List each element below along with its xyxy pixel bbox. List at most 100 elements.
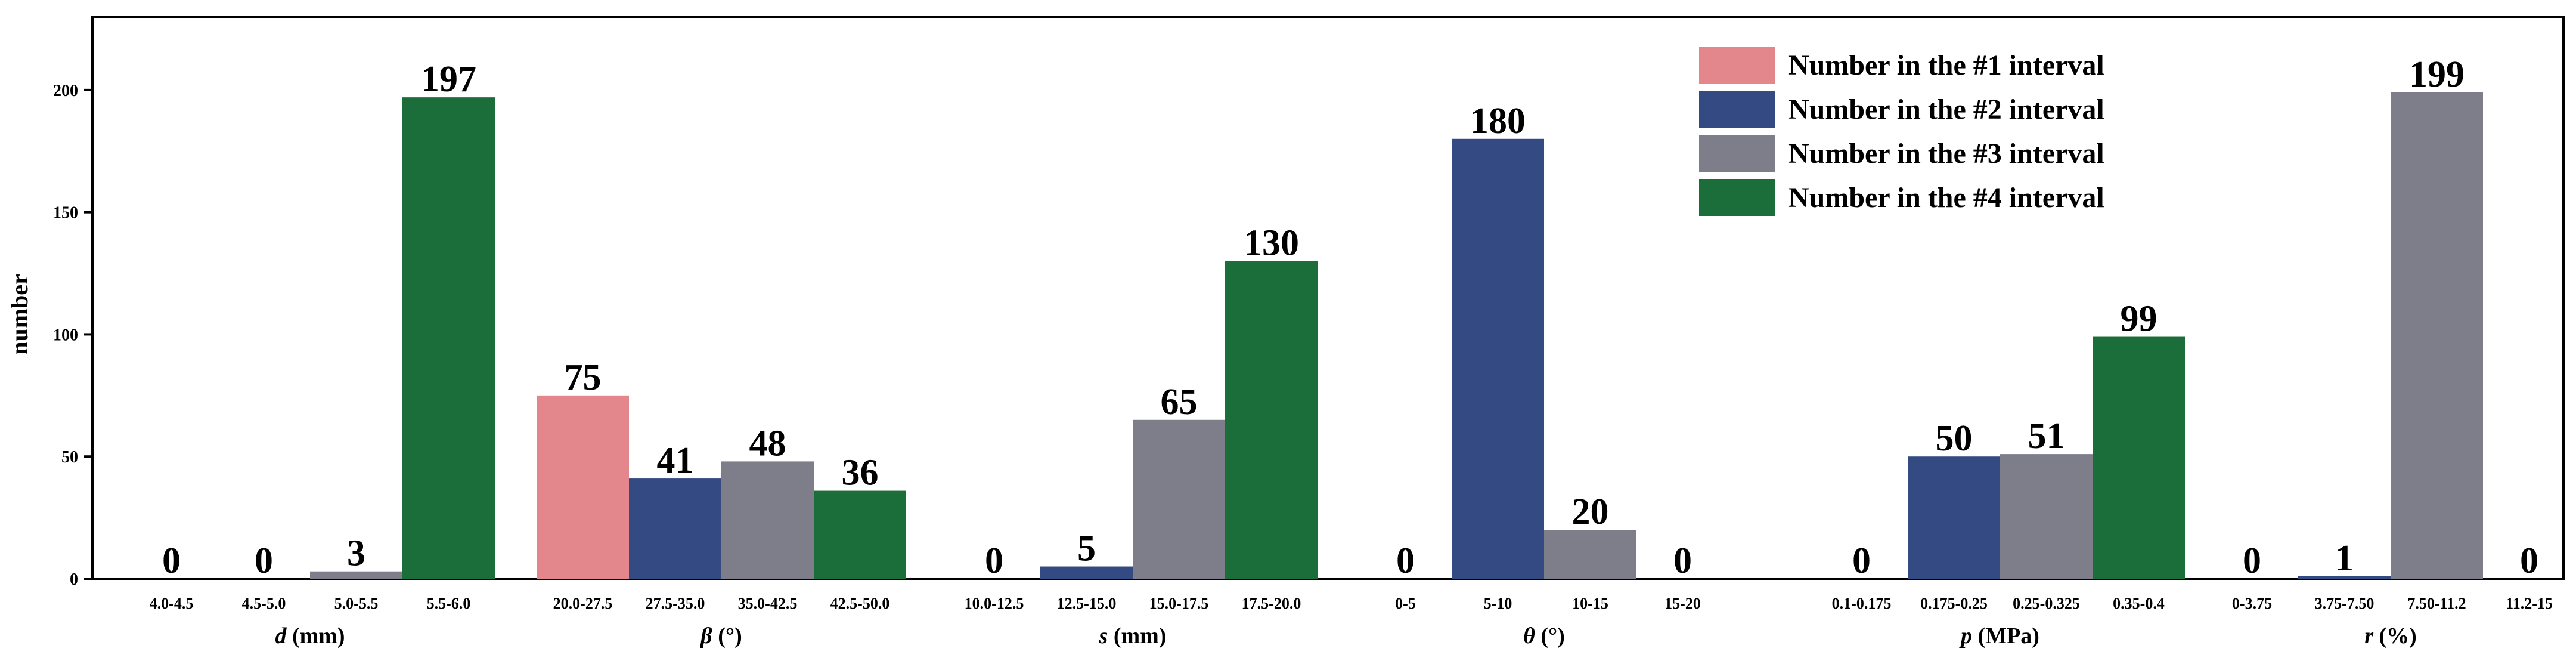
- y-axis: 0 50 100 150 200: [53, 82, 92, 589]
- data-label: 41: [657, 440, 694, 481]
- x-tick-label: 15.0-17.5: [1149, 595, 1209, 612]
- legend-label: Number in the #3 interval: [1788, 138, 2104, 169]
- data-label: 65: [1161, 382, 1198, 422]
- data-label: 20: [1572, 492, 1609, 532]
- x-tick-label: 11.2-15: [2506, 595, 2553, 612]
- bar: [2298, 576, 2391, 579]
- data-label: 0: [162, 541, 181, 581]
- group-label-variable: d: [275, 623, 287, 649]
- group-label-variable: s: [1099, 623, 1108, 649]
- legend-swatch: [1699, 47, 1775, 84]
- data-label: 0: [985, 541, 1003, 581]
- bar: [2000, 454, 2093, 579]
- data-label: 1: [2335, 538, 2354, 579]
- x-tick-label: 5-10: [1484, 595, 1512, 612]
- data-label: 99: [2121, 299, 2157, 339]
- bars-layer: 0 0 3 197 75 41 48 36 0 5 65 130 0 180 20 0 0 50 51 99 0 1 199…: [162, 54, 2538, 581]
- x-tick-label: 12.5-15.0: [1057, 595, 1117, 612]
- data-label: 51: [2028, 416, 2065, 456]
- group-label-unit: (MPa): [1972, 623, 2039, 649]
- x-tick-label: 4.0-4.5: [150, 595, 194, 612]
- group-label: β (°): [699, 623, 742, 649]
- bar: [402, 97, 495, 579]
- x-tick-label: 5.5-6.0: [427, 595, 471, 612]
- y-tick-label: 200: [53, 82, 78, 100]
- y-axis-label: number: [6, 274, 33, 355]
- legend-label: Number in the #2 interval: [1788, 94, 2104, 125]
- x-tick-label: 7.50-11.2: [2407, 595, 2466, 612]
- bar: [1225, 261, 1318, 579]
- x-tick-label: 0.25-0.325: [2013, 595, 2080, 612]
- group-label: p (MPa): [1959, 623, 2039, 649]
- bar: [2093, 336, 2185, 579]
- plot-area: [91, 16, 2565, 580]
- group-label-unit: (mm): [1108, 623, 1166, 649]
- group-label: s (mm): [1099, 623, 1167, 649]
- y-tick-label: 50: [61, 448, 78, 467]
- data-label: 180: [1470, 101, 1526, 141]
- data-label: 0: [255, 541, 273, 581]
- data-label: 48: [749, 423, 786, 464]
- x-tick-label: 42.5-50.0: [830, 595, 890, 612]
- data-label: 130: [1244, 223, 1299, 264]
- x-tick-label: 17.5-20.0: [1242, 595, 1301, 612]
- group-label: d (mm): [275, 623, 345, 649]
- data-label: 197: [421, 59, 476, 100]
- legend-swatch: [1699, 135, 1775, 172]
- x-tick-label: 15-20: [1664, 595, 1701, 612]
- bar: [1544, 530, 1636, 579]
- x-tick-label: 10-15: [1572, 595, 1608, 612]
- bar: [310, 571, 402, 579]
- data-label: 0: [2520, 541, 2538, 581]
- x-tick-label: 0.1-0.175: [1832, 595, 1892, 612]
- bar: [629, 478, 721, 579]
- bar: [1040, 566, 1133, 579]
- group-label-variable: p: [1959, 623, 1972, 649]
- x-axis: 4.0-4.5 4.5-5.0 5.0-5.5 5.5-6.0 d (mm) 20.0-2…: [150, 595, 2553, 649]
- x-tick-label: 3.75-7.50: [2315, 595, 2374, 612]
- group-label-variable: β: [699, 623, 712, 649]
- data-label: 0: [1852, 541, 1871, 581]
- bar: [721, 461, 814, 579]
- legend-label: Number in the #1 interval: [1788, 50, 2104, 81]
- group-label: θ (°): [1523, 623, 1565, 649]
- bar: [1908, 456, 2000, 579]
- legend-swatch: [1699, 91, 1775, 128]
- legend-swatch: [1699, 179, 1775, 216]
- x-tick-label: 27.5-35.0: [646, 595, 705, 612]
- data-label: 50: [1936, 418, 1973, 459]
- x-tick-label: 35.0-42.5: [738, 595, 798, 612]
- data-label: 0: [1673, 541, 1692, 581]
- plot-frame: [91, 16, 2565, 580]
- group-label-variable: r: [2364, 623, 2374, 649]
- data-label: 3: [347, 533, 365, 574]
- data-label: 199: [2409, 54, 2465, 95]
- bar: [1452, 138, 1544, 579]
- bar: [2391, 92, 2483, 579]
- group-label: r (%): [2364, 623, 2417, 649]
- group-label-unit: (°): [1535, 623, 1565, 649]
- y-tick-label: 150: [53, 204, 78, 223]
- group-label-unit: (mm): [286, 623, 345, 649]
- x-tick-label: 10.0-12.5: [965, 595, 1024, 612]
- bar: [1133, 419, 1225, 579]
- data-label: 5: [1077, 529, 1096, 569]
- x-tick-label: 0-5: [1395, 595, 1416, 612]
- legend: Number in the #1 interval Number in the #…: [1699, 47, 2104, 216]
- x-tick-label: 0.175-0.25: [1920, 595, 1988, 612]
- x-tick-label: 5.0-5.5: [334, 595, 379, 612]
- bar: [814, 490, 906, 579]
- group-label-unit: (°): [712, 623, 742, 649]
- data-label: 75: [565, 357, 602, 398]
- bar: [537, 395, 629, 579]
- x-tick-label: 20.0-27.5: [553, 595, 613, 612]
- group-label-variable: θ: [1523, 623, 1535, 649]
- group-label-unit: (%): [2373, 623, 2417, 649]
- y-tick-label: 0: [70, 570, 78, 589]
- y-tick-label: 100: [53, 326, 78, 344]
- data-label: 0: [1396, 541, 1415, 581]
- data-label: 36: [842, 453, 879, 493]
- data-label: 0: [2243, 541, 2261, 581]
